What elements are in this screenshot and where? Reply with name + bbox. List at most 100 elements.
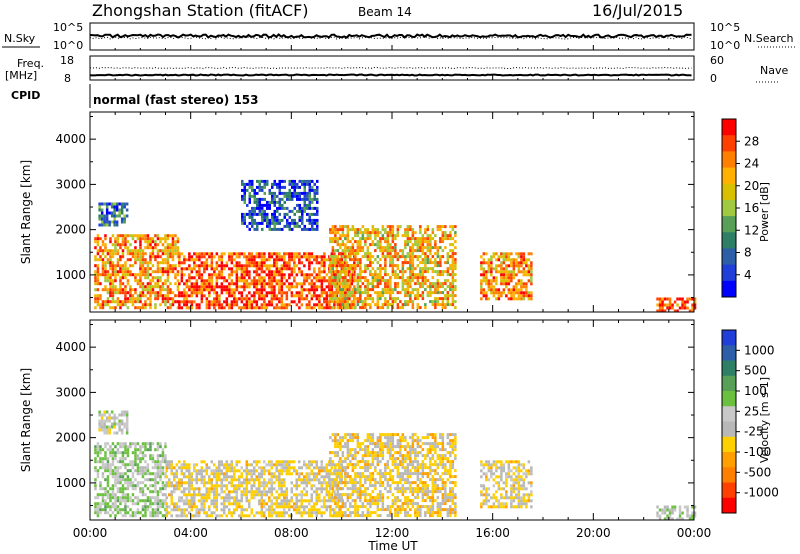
range-gate-cell [505, 258, 508, 262]
range-gate-cell [175, 502, 178, 506]
freq-unit-label: [MHz] [5, 69, 37, 82]
range-gate-cell [195, 508, 198, 512]
range-gate-cell [159, 505, 162, 509]
range-gate-cell [283, 273, 286, 277]
range-gate-cell [318, 511, 321, 515]
range-gate-cell [149, 300, 152, 304]
range-gate-cell [353, 270, 356, 274]
range-gate-cell [139, 261, 142, 265]
range-gate-cell [183, 460, 186, 464]
range-gate-cell [334, 237, 337, 241]
range-gate-cell [295, 484, 298, 488]
range-gate-cell [131, 273, 135, 277]
range-gate-cell [379, 291, 382, 295]
range-gate-cell [336, 276, 340, 280]
range-gate-cell [230, 255, 234, 259]
range-gate-cell [109, 282, 112, 286]
range-gate-cell [439, 285, 442, 289]
range-gate-cell [248, 306, 251, 310]
range-gate-cell [482, 270, 486, 274]
range-gate-cell [288, 285, 291, 289]
range-gate-cell [331, 255, 335, 259]
range-gate-cell [243, 255, 246, 259]
range-gate-cell [210, 487, 213, 491]
range-gate-cell [374, 228, 377, 232]
range-gate-cell [193, 258, 196, 262]
range-gate-cell [146, 448, 150, 452]
range-gate-cell [389, 439, 392, 443]
range-gate-cell [134, 487, 137, 491]
range-gate-cell [676, 309, 679, 313]
range-gate-cell [315, 478, 318, 482]
range-gate-cell [273, 252, 276, 256]
range-gate-cell [313, 475, 316, 479]
range-gate-cell [200, 297, 204, 301]
range-gate-cell [369, 273, 372, 277]
range-gate-cell [275, 460, 278, 464]
range-gate-cell [190, 276, 194, 280]
range-gate-cell [260, 270, 264, 274]
range-gate-cell [389, 279, 392, 283]
range-gate-cell [174, 246, 177, 250]
range-gate-cell [198, 288, 201, 292]
range-gate-cell [170, 460, 173, 464]
range-gate-cell [306, 203, 309, 207]
range-gate-cell [451, 243, 455, 247]
range-gate-cell [141, 505, 145, 509]
range-gate-cell [275, 463, 278, 467]
range-gate-cell [253, 258, 256, 262]
range-gate-cell [198, 487, 201, 491]
range-gate-cell [243, 221, 246, 225]
range-gate-cell [281, 203, 284, 207]
range-gate-cell [444, 306, 447, 310]
range-gate-cell [146, 243, 150, 247]
range-gate-cell [406, 282, 410, 286]
range-gate-cell [165, 481, 168, 485]
range-gate-cell [389, 297, 392, 301]
range-gate-cell [251, 179, 254, 183]
range-gate-cell [164, 484, 167, 488]
range-gate-cell [124, 481, 127, 485]
range-gate-cell [210, 469, 213, 473]
range-gate-cell [266, 218, 269, 222]
range-gate-cell [271, 218, 274, 222]
range-gate-cell [354, 481, 357, 485]
range-gate-cell [185, 267, 189, 271]
range-gate-cell [263, 511, 266, 515]
range-gate-cell [124, 493, 127, 497]
range-gate-cell [344, 237, 347, 241]
range-gate-cell [105, 416, 109, 420]
range-gate-cell [139, 499, 142, 503]
range-gate-cell [215, 252, 219, 256]
range-gate-cell [156, 490, 160, 494]
range-gate-cell [490, 282, 493, 286]
range-gate-cell [286, 191, 289, 195]
range-gate-cell [223, 466, 226, 470]
range-gate-cell [384, 463, 387, 467]
range-gate-cell [384, 436, 387, 440]
range-gate-cell [109, 285, 112, 289]
range-gate-cell [233, 270, 236, 274]
range-gate-cell [490, 279, 493, 283]
range-gate-cell [139, 481, 142, 485]
range-gate-cell [369, 451, 372, 455]
range-gate-cell [121, 252, 125, 256]
range-gate-cell [285, 291, 289, 295]
range-gate-cell [336, 237, 340, 241]
range-gate-cell [100, 211, 104, 215]
range-gate-cell [527, 270, 531, 274]
range-gate-cell [271, 185, 274, 189]
range-gate-cell [258, 493, 261, 497]
range-gate-cell [281, 179, 284, 183]
range-gate-cell [330, 466, 333, 470]
y-tick-label: 3000 [55, 177, 86, 191]
range-gate-cell [190, 258, 194, 262]
range-gate-cell [419, 285, 422, 289]
range-gate-cell [495, 276, 498, 280]
range-gate-cell [344, 484, 347, 488]
range-gate-cell [96, 300, 100, 304]
range-gate-cell [121, 291, 125, 295]
range-gate-cell [265, 484, 268, 488]
range-gate-cell [258, 221, 261, 225]
range-gate-cell [205, 306, 209, 310]
